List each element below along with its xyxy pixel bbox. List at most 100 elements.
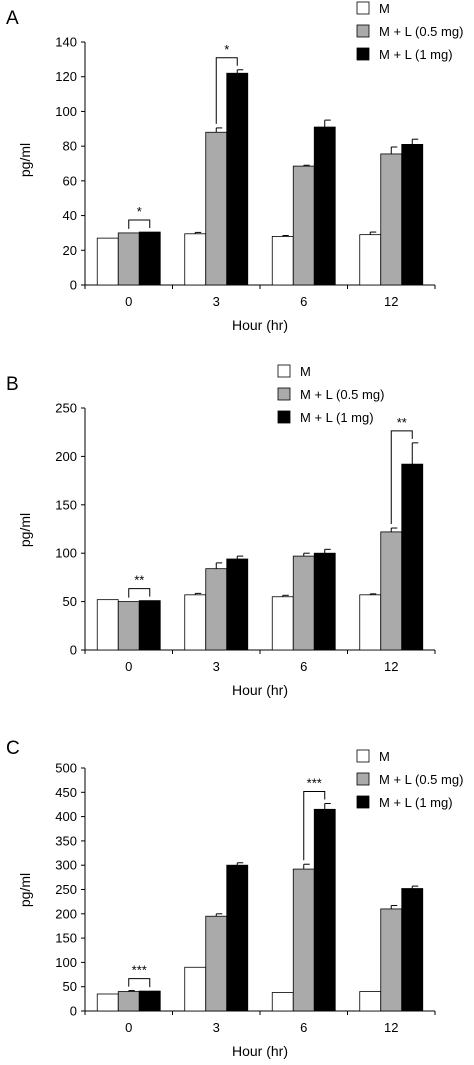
bar bbox=[401, 888, 424, 1012]
bar bbox=[401, 463, 424, 651]
y-tick-label: 300 bbox=[55, 858, 77, 873]
bar bbox=[380, 531, 403, 651]
panel-letter: C bbox=[6, 738, 20, 759]
bar bbox=[271, 992, 294, 1012]
significance-label: * bbox=[137, 204, 142, 219]
legend-swatch bbox=[277, 364, 291, 378]
significance-bracket bbox=[390, 430, 413, 525]
y-tick-label: 200 bbox=[55, 449, 77, 464]
bar bbox=[184, 966, 207, 1012]
y-tick-label: 450 bbox=[55, 785, 77, 800]
y-tick-label: 250 bbox=[55, 882, 77, 897]
y-tick-label: 50 bbox=[63, 979, 77, 994]
bar bbox=[117, 991, 140, 1012]
legend-swatch bbox=[356, 47, 370, 61]
legend-label: M bbox=[379, 1, 390, 16]
panel-letter: A bbox=[6, 8, 19, 29]
y-tick-label: 0 bbox=[70, 1004, 77, 1019]
y-tick-label: 140 bbox=[55, 35, 77, 50]
bar bbox=[292, 555, 315, 651]
bar bbox=[359, 991, 382, 1012]
bar bbox=[226, 72, 249, 286]
legend-swatch bbox=[356, 1, 370, 15]
y-tick-label: 350 bbox=[55, 833, 77, 848]
y-axis-title: pg/ml bbox=[17, 513, 33, 547]
x-tick-label: 0 bbox=[125, 1020, 132, 1035]
x-tick-label: 0 bbox=[125, 294, 132, 309]
y-tick-label: 400 bbox=[55, 809, 77, 824]
significance-bracket bbox=[128, 588, 151, 598]
significance-bracket bbox=[303, 790, 326, 861]
significance-label: *** bbox=[132, 963, 147, 978]
bar bbox=[292, 165, 315, 286]
y-tick-label: 100 bbox=[55, 955, 77, 970]
legend-label: M + L (0.5 mg) bbox=[300, 387, 384, 402]
bar bbox=[117, 601, 140, 651]
chart-panel-c: C 0 50 100 150 200 250 300 350 400 450 500 0 3 6 12 Hour… bbox=[6, 738, 463, 1059]
y-tick-label: 150 bbox=[55, 931, 77, 946]
x-tick-label: 6 bbox=[300, 659, 307, 674]
significance-label: * bbox=[224, 42, 229, 57]
bar bbox=[380, 908, 403, 1012]
legend-label: M + L (0.5 mg) bbox=[379, 24, 463, 39]
bar bbox=[380, 153, 403, 286]
x-tick-label: 6 bbox=[300, 294, 307, 309]
legend-label: M bbox=[300, 364, 311, 379]
bar bbox=[292, 868, 315, 1012]
y-tick-label: 250 bbox=[55, 401, 77, 416]
x-tick-label: 3 bbox=[213, 1020, 220, 1035]
bar bbox=[138, 990, 161, 1012]
x-tick-label: 12 bbox=[384, 1020, 398, 1035]
x-tick-label: 6 bbox=[300, 1020, 307, 1035]
x-tick-label: 12 bbox=[384, 659, 398, 674]
y-tick-label: 80 bbox=[63, 139, 77, 154]
y-tick-label: 500 bbox=[55, 761, 77, 776]
legend-label: M + L (0.5 mg) bbox=[379, 772, 463, 787]
x-tick-label: 12 bbox=[384, 294, 398, 309]
legend-swatch bbox=[356, 772, 370, 786]
y-tick-label: 50 bbox=[63, 594, 77, 609]
panel-letter: B bbox=[6, 374, 19, 395]
bar bbox=[271, 596, 294, 651]
legend-swatch bbox=[356, 24, 370, 38]
y-tick-label: 200 bbox=[55, 906, 77, 921]
bar bbox=[205, 131, 228, 286]
y-axis-title: pg/ml bbox=[17, 873, 33, 907]
significance-bracket bbox=[128, 978, 151, 988]
x-tick-label: 3 bbox=[213, 659, 220, 674]
significance-label: *** bbox=[307, 775, 322, 790]
bar bbox=[138, 600, 161, 651]
y-tick-label: 150 bbox=[55, 497, 77, 512]
y-axis-title: pg/ml bbox=[17, 143, 33, 177]
x-tick-label: 3 bbox=[213, 294, 220, 309]
y-tick-label: 0 bbox=[70, 278, 77, 293]
y-tick-label: 120 bbox=[55, 69, 77, 84]
bar bbox=[359, 594, 382, 651]
bar bbox=[184, 233, 207, 286]
bar bbox=[359, 234, 382, 286]
bar bbox=[205, 568, 228, 651]
bar bbox=[313, 808, 336, 1012]
significance-label: ** bbox=[397, 415, 407, 430]
x-axis-title: Hour (hr) bbox=[232, 1043, 288, 1059]
y-tick-label: 20 bbox=[63, 243, 77, 258]
bar bbox=[184, 594, 207, 651]
x-tick-label: 0 bbox=[125, 659, 132, 674]
legend-label: M + L (1 mg) bbox=[300, 410, 374, 425]
bar bbox=[205, 915, 228, 1012]
significance-label: ** bbox=[134, 573, 144, 588]
bar bbox=[96, 237, 119, 286]
y-tick-label: 100 bbox=[55, 546, 77, 561]
legend-label: M + L (1 mg) bbox=[379, 795, 453, 810]
bar bbox=[313, 552, 336, 651]
bar bbox=[96, 599, 119, 651]
significance-bracket bbox=[128, 219, 151, 229]
y-tick-label: 60 bbox=[63, 173, 77, 188]
x-axis-title: Hour (hr) bbox=[232, 317, 288, 333]
y-tick-label: 0 bbox=[70, 643, 77, 658]
bar bbox=[96, 993, 119, 1012]
legend-label: M bbox=[379, 749, 390, 764]
chart-panel-a: A 0 20 40 60 80 100 120 140 0 3 6 12 Hour (hr) pg/ml * *… bbox=[6, 1, 463, 333]
chart-panel-b: B 0 50 100 150 200 250 0 3 6 12 Hour (hr) pg/ml ** ** M… bbox=[6, 364, 436, 698]
bar bbox=[117, 232, 140, 286]
